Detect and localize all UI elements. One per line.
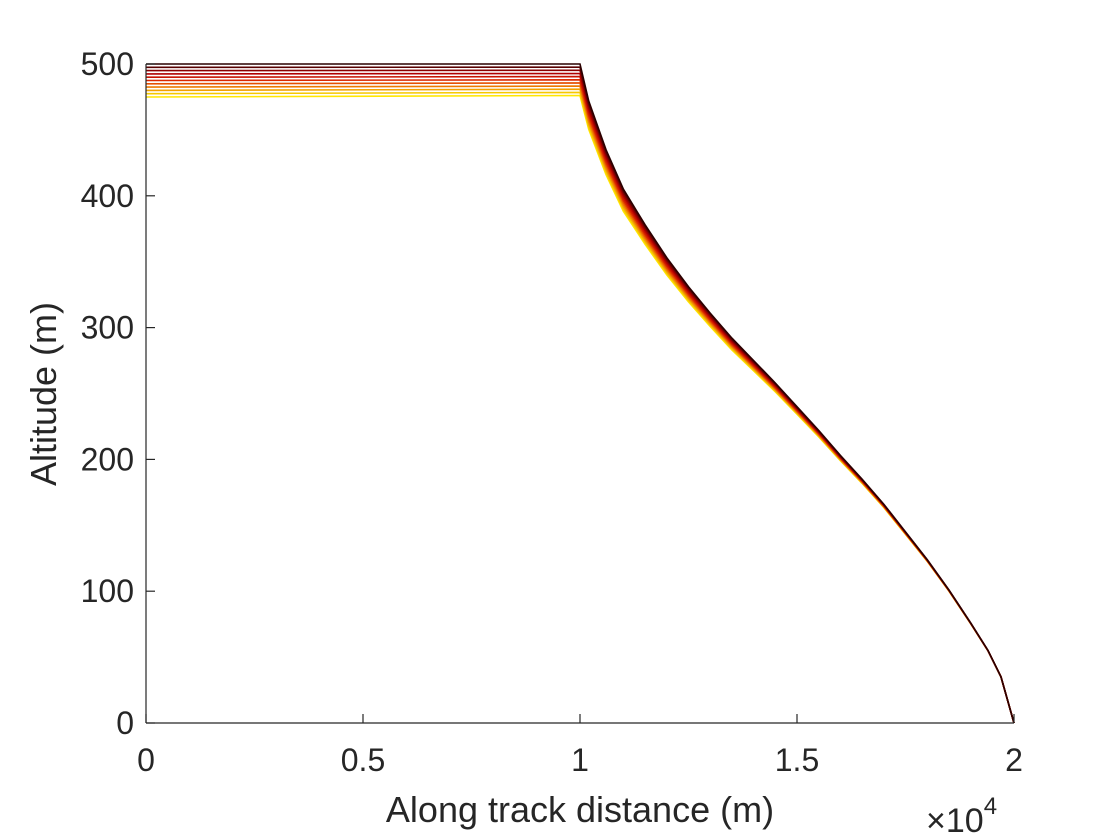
x-tick-label: 2 [1005,742,1023,778]
y-axis-ticks: 0 100 200 300 400 500 [81,46,155,741]
y-tick-label: 0 [116,705,134,741]
y-tick-label: 200 [81,441,134,477]
plot-background [146,64,1014,723]
y-tick-label: 300 [81,310,134,346]
x-axis-multiplier: ×104 [926,793,997,840]
x-axis-title: Along track distance (m) [386,789,774,830]
y-tick-label: 500 [81,46,134,82]
x-tick-label: 1 [571,742,589,778]
x-axis-ticks: 0 0.5 1 1.5 2 [137,714,1023,778]
x-tick-label: 0.5 [341,742,385,778]
x-multiplier-base: ×10 [926,802,984,840]
y-tick-label: 100 [81,573,134,609]
series-lines [145,63,1015,724]
x-tick-label: 1.5 [775,742,819,778]
series-line [146,63,1015,724]
y-axis-title: Altitude (m) [23,302,64,486]
x-multiplier-exponent: 4 [984,793,997,820]
y-tick-label: 400 [81,178,134,214]
x-tick-label: 0 [137,742,155,778]
